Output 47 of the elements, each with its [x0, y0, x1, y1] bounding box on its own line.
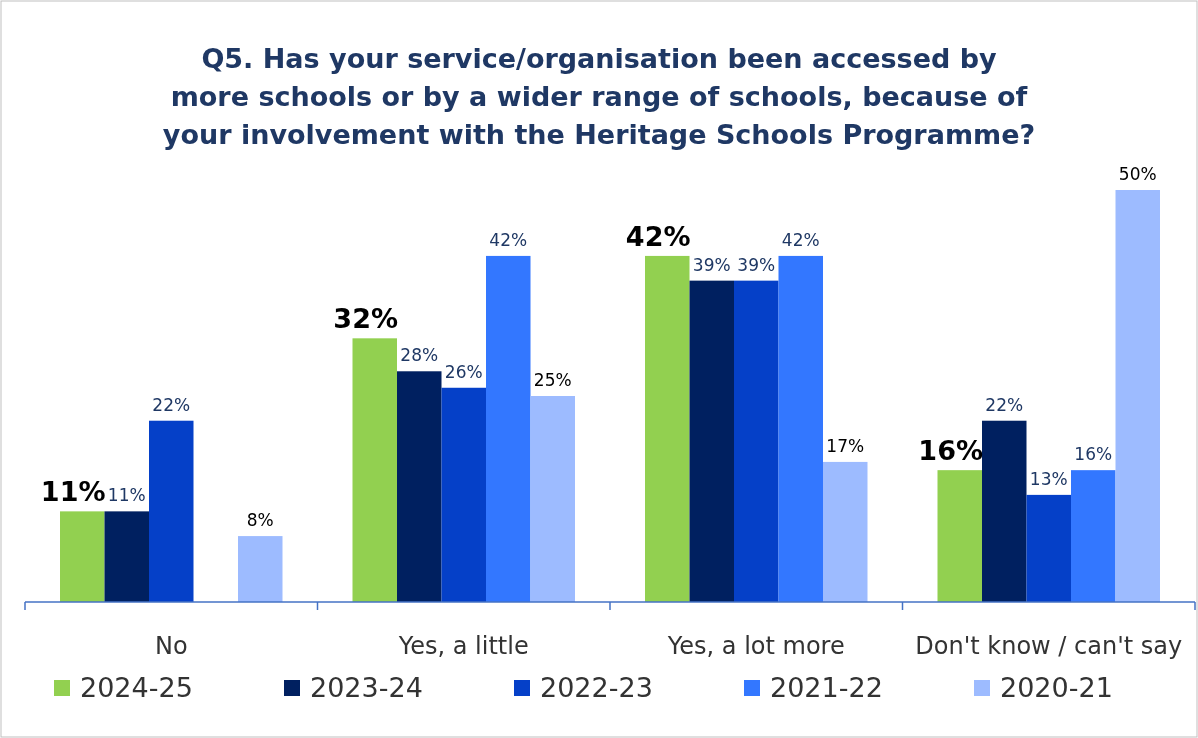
legend-label: 2022-23	[540, 672, 653, 703]
x-tick-label: No	[154, 632, 188, 660]
bar	[149, 420, 194, 602]
data-label: 42%	[625, 220, 691, 252]
bar	[441, 387, 486, 602]
bar	[645, 255, 690, 602]
bar	[104, 511, 149, 602]
data-label: 11%	[40, 476, 106, 508]
x-tick-label: Yes, a lot more	[666, 632, 845, 660]
bar	[352, 338, 397, 602]
data-label: 42%	[489, 229, 528, 250]
data-label: 22%	[985, 394, 1024, 415]
data-label: 13%	[1029, 468, 1068, 489]
x-tick-label: Yes, a little	[397, 632, 529, 660]
bar	[982, 420, 1027, 602]
legend-label: 2020-21	[1000, 672, 1113, 703]
data-label: 16%	[1074, 444, 1113, 465]
bar	[937, 470, 982, 602]
data-label: 17%	[826, 435, 865, 456]
bar	[734, 280, 779, 602]
legend-label: 2024-25	[80, 672, 193, 703]
data-label: 39%	[737, 254, 776, 275]
data-label: 26%	[444, 361, 483, 382]
data-label: 22%	[152, 394, 191, 415]
data-label: 39%	[692, 254, 731, 275]
x-tick-label: Don't know / can't say	[915, 632, 1183, 660]
data-label: 8%	[246, 510, 274, 531]
data-label: 28%	[400, 345, 439, 366]
bar	[823, 461, 868, 602]
bar	[486, 255, 531, 602]
data-label: 32%	[333, 303, 398, 335]
bar	[238, 536, 283, 602]
legend-label: 2023-24	[310, 672, 423, 703]
data-label: 25%	[533, 370, 572, 390]
chart-title: Q5. Has your service/organisation been accessed by more schools or by a wider range of schools, because of your involvement with the Heritage Schools Programme?	[162, 43, 1036, 150]
bar	[1071, 470, 1116, 602]
bar	[778, 255, 823, 602]
data-label: 42%	[781, 229, 820, 250]
bar	[60, 511, 105, 602]
bar	[1026, 494, 1071, 602]
data-label: 50%	[1118, 164, 1157, 184]
data-label: 11%	[107, 485, 146, 506]
legend-label: 2021-22	[770, 672, 883, 703]
bar	[397, 371, 442, 602]
bar	[1115, 190, 1160, 602]
bar	[689, 280, 734, 602]
bar	[530, 396, 575, 602]
